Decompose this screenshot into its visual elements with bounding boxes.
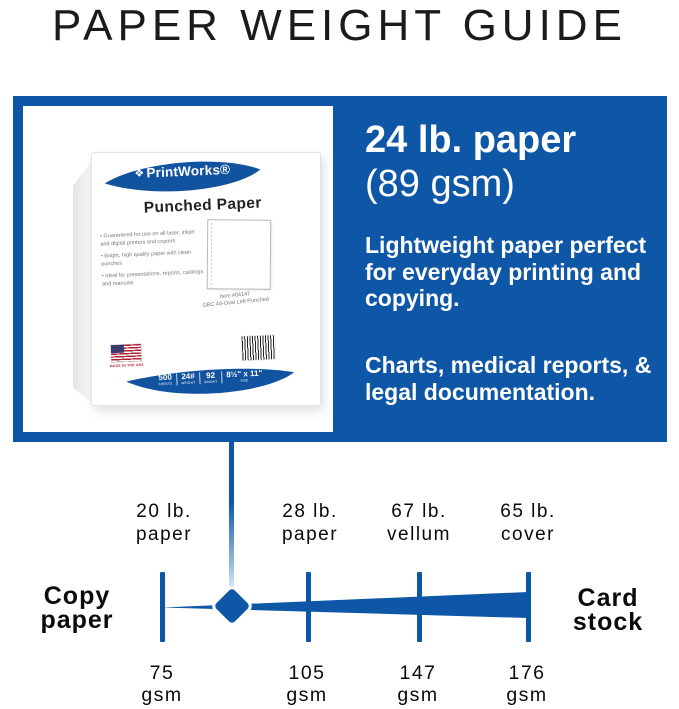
package-feature-list: Guaranteed for use on all laser, inkjet … [100, 229, 205, 293]
scale-point-label-28lb: 28 lb. paper [281, 501, 339, 545]
sheet-caption: Item #04147 GBC 44-Oval Left Punched [173, 287, 299, 313]
page-title: PAPER WEIGHT GUIDE [52, 1, 627, 50]
banner-shape [126, 368, 295, 394]
scale-tick-176gsm [526, 572, 531, 642]
brand-logo: ❖ PrintWorks® [102, 150, 264, 199]
gsm-subhead: (89 gsm) [365, 163, 515, 205]
flag-canton [110, 344, 125, 354]
spec-row: 500 SHEETS 24# WEIGHT 92 BRIGHT [124, 361, 297, 404]
specs-banner: 500 SHEETS 24# WEIGHT 92 BRIGHT [124, 361, 297, 404]
package-feature: Ideal for presentations, reports, catalo… [102, 269, 205, 289]
us-flag-icon [110, 343, 142, 363]
scale-tick-105gsm [306, 572, 311, 642]
package-label-art: ❖ PrintWorks® Punched Paper Guaranteed f… [87, 148, 326, 410]
scale-point-label-67lb: 67 lb. vellum [387, 501, 451, 545]
package-side-face [73, 162, 91, 402]
marker-connector-line [229, 442, 234, 589]
spec-sheets: 500 SHEETS [158, 372, 173, 387]
punch-holes [210, 223, 213, 286]
package-front-face: ❖ PrintWorks® Punched Paper Guaranteed f… [91, 152, 321, 406]
gsm-label-105: 105 gsm [286, 662, 328, 706]
gsm-label-147: 147 gsm [397, 662, 439, 706]
scale-left-end-label: Copy paper [40, 582, 114, 634]
punched-sheet-illustration [206, 219, 272, 290]
scale-point-label-20lb: 20 lb. paper [135, 501, 193, 545]
weight-scale-wedge [162, 592, 528, 618]
recommended-uses: Charts, medical reports, & legal documen… [365, 352, 652, 405]
brand-swoosh-banner: ❖ PrintWorks® [102, 150, 264, 199]
package-feature: Guaranteed for use on all laser, inkjet … [100, 229, 203, 249]
spec-weight: 24# WEIGHT [175, 372, 200, 386]
product-image-panel: ❖ PrintWorks® Punched Paper Guaranteed f… [23, 106, 333, 432]
spec-size: 8½" x 11" SIZE [221, 369, 267, 384]
package-feature: Bright, high quality paper with clean pu… [101, 249, 204, 269]
product-info-card: ❖ PrintWorks® Punched Paper Guaranteed f… [13, 96, 667, 442]
weight-headline: 24 lb. paper [365, 119, 577, 161]
weight-description: Lightweight paper perfect for everyday p… [365, 232, 647, 311]
scale-right-end-label: Card stock [572, 584, 644, 636]
spec-bright: 92 BRIGHT [198, 371, 222, 385]
swoosh-shape [104, 161, 261, 192]
scale-tick-75gsm [160, 572, 165, 642]
scale-point-label-65lb: 65 lb. cover [500, 501, 556, 545]
barcode-icon [241, 335, 276, 361]
scale-tick-147gsm [417, 572, 422, 642]
gsm-label-176: 176 gsm [506, 662, 548, 706]
printworks-diamond-icon: ❖ [134, 167, 145, 180]
brand-name: PrintWorks® [146, 161, 231, 180]
gsm-label-75: 75 gsm [141, 662, 183, 706]
